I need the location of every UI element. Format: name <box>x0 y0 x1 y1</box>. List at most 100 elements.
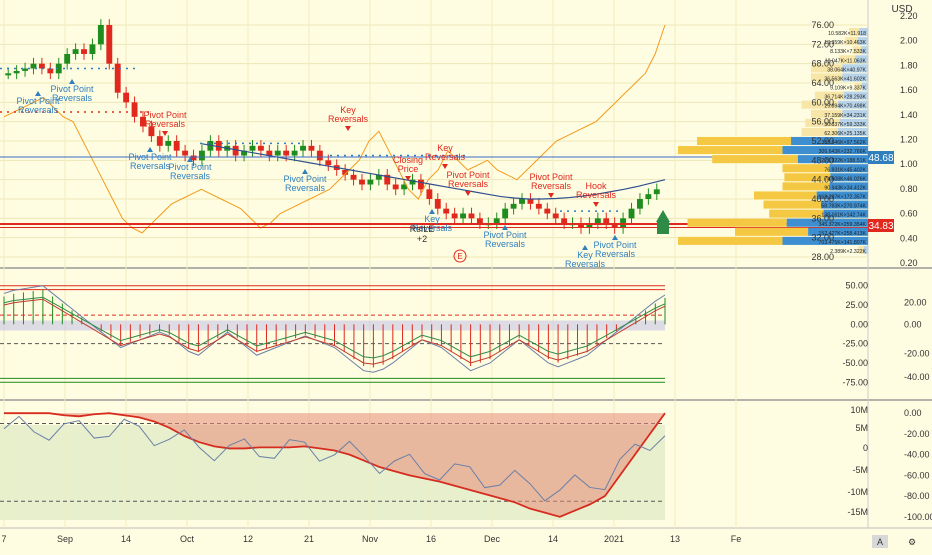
candle-body[interactable] <box>535 203 542 209</box>
candle-body[interactable] <box>426 189 433 199</box>
candle-body[interactable] <box>165 141 172 146</box>
candle-body[interactable] <box>510 203 517 209</box>
candle-body[interactable] <box>561 218 568 224</box>
candle-body[interactable] <box>645 194 652 199</box>
osc-signal-line[interactable] <box>3 298 666 365</box>
flow-blue-line[interactable] <box>3 415 666 502</box>
candle-body[interactable] <box>283 150 290 156</box>
candle-body[interactable] <box>30 63 37 69</box>
pivot-up-marker[interactable] <box>147 147 153 152</box>
candle-body[interactable] <box>316 150 323 161</box>
candle-body[interactable] <box>502 208 509 219</box>
pivot-up-marker[interactable] <box>187 157 193 162</box>
candle-body[interactable] <box>140 116 146 127</box>
candle-body[interactable] <box>350 174 357 180</box>
candle-body[interactable] <box>552 213 559 219</box>
pivot-up-marker[interactable] <box>612 235 618 240</box>
candle-body[interactable] <box>367 179 374 185</box>
flow-line[interactable] <box>4 412 666 518</box>
pivot-up-marker[interactable] <box>502 225 508 230</box>
candle-body[interactable] <box>291 150 298 156</box>
candle-body[interactable] <box>215 141 222 151</box>
pivot-down-marker[interactable] <box>593 202 599 207</box>
candle-body[interactable] <box>249 145 256 151</box>
candle-body[interactable] <box>55 63 62 74</box>
pivot-down-marker[interactable] <box>162 131 168 136</box>
candle-body[interactable] <box>544 208 551 214</box>
candle-body[interactable] <box>443 208 450 214</box>
candle-body[interactable] <box>241 150 248 156</box>
candle-body[interactable] <box>392 184 399 190</box>
candle-body[interactable] <box>476 218 483 224</box>
pivot-up-marker[interactable] <box>35 91 41 96</box>
osc-gray-line[interactable] <box>3 285 666 373</box>
settings-icon[interactable]: ⚙ <box>908 537 916 547</box>
pivot-down-marker[interactable] <box>442 164 448 169</box>
earnings-badge[interactable] <box>453 249 467 263</box>
candle-body[interactable] <box>97 25 104 45</box>
candle-body[interactable] <box>47 68 54 74</box>
candle-body[interactable] <box>493 218 500 224</box>
candle-body[interactable] <box>308 145 315 151</box>
candle-body[interactable] <box>611 223 618 228</box>
candle-body[interactable] <box>594 218 601 224</box>
candle-body[interactable] <box>81 49 87 54</box>
candle-body[interactable] <box>190 155 197 161</box>
candle-body[interactable] <box>451 213 458 219</box>
pivot-up-marker[interactable] <box>302 169 308 174</box>
orange-indicator-line[interactable] <box>3 24 666 234</box>
candle-body[interactable] <box>266 150 273 156</box>
candle-body[interactable] <box>359 179 365 185</box>
candle-body[interactable] <box>417 179 424 190</box>
pivot-down-marker[interactable] <box>548 193 554 198</box>
candle-body[interactable] <box>148 126 155 137</box>
candle-body[interactable] <box>409 179 416 185</box>
candle-body[interactable] <box>434 199 441 209</box>
candle-body[interactable] <box>401 184 408 190</box>
price-right-tick: 1.20 <box>900 135 918 145</box>
candle-body[interactable] <box>89 44 96 54</box>
candle-body[interactable] <box>232 145 239 156</box>
candle-body[interactable] <box>5 73 12 76</box>
candle-body[interactable] <box>375 174 382 180</box>
candle-body[interactable] <box>274 150 281 156</box>
candle-body[interactable] <box>578 223 584 228</box>
signal-up-arrow[interactable] <box>656 210 670 222</box>
candle-body[interactable] <box>586 223 593 228</box>
candle-body[interactable] <box>636 199 643 209</box>
candle-body[interactable] <box>13 70 20 74</box>
candle-body[interactable] <box>156 136 163 146</box>
candle-body[interactable] <box>114 63 121 93</box>
candle-body[interactable] <box>325 160 332 166</box>
candle-body[interactable] <box>22 68 29 71</box>
candle-body[interactable] <box>64 54 71 64</box>
candle-body[interactable] <box>384 174 391 185</box>
pivot-up-marker[interactable] <box>582 245 588 250</box>
candle-body[interactable] <box>527 199 534 204</box>
auto-scale-button[interactable] <box>872 535 888 548</box>
candle-body[interactable] <box>628 208 635 219</box>
candle-body[interactable] <box>468 213 475 219</box>
candle-body[interactable] <box>123 92 130 103</box>
candle-body[interactable] <box>603 218 610 224</box>
candle-body[interactable] <box>257 145 264 151</box>
pivot-up-marker[interactable] <box>69 79 75 84</box>
candle-body[interactable] <box>460 213 467 219</box>
pivot-up-marker[interactable] <box>429 209 435 214</box>
pivot-down-marker[interactable] <box>345 126 351 131</box>
candle-body[interactable] <box>198 150 205 161</box>
candle-body[interactable] <box>300 145 306 151</box>
osc-green-line[interactable] <box>3 296 666 359</box>
candle-body[interactable] <box>342 170 349 175</box>
candle-body[interactable] <box>519 199 525 204</box>
pivot-down-marker[interactable] <box>465 191 471 196</box>
candle-body[interactable] <box>182 150 189 156</box>
candle-body[interactable] <box>131 102 138 117</box>
candle-body[interactable] <box>173 141 180 151</box>
candle-body[interactable] <box>106 25 113 64</box>
candle-body[interactable] <box>38 63 45 69</box>
pivot-down-marker[interactable] <box>405 176 411 181</box>
candle-body[interactable] <box>72 49 79 54</box>
candle-body[interactable] <box>653 189 660 195</box>
